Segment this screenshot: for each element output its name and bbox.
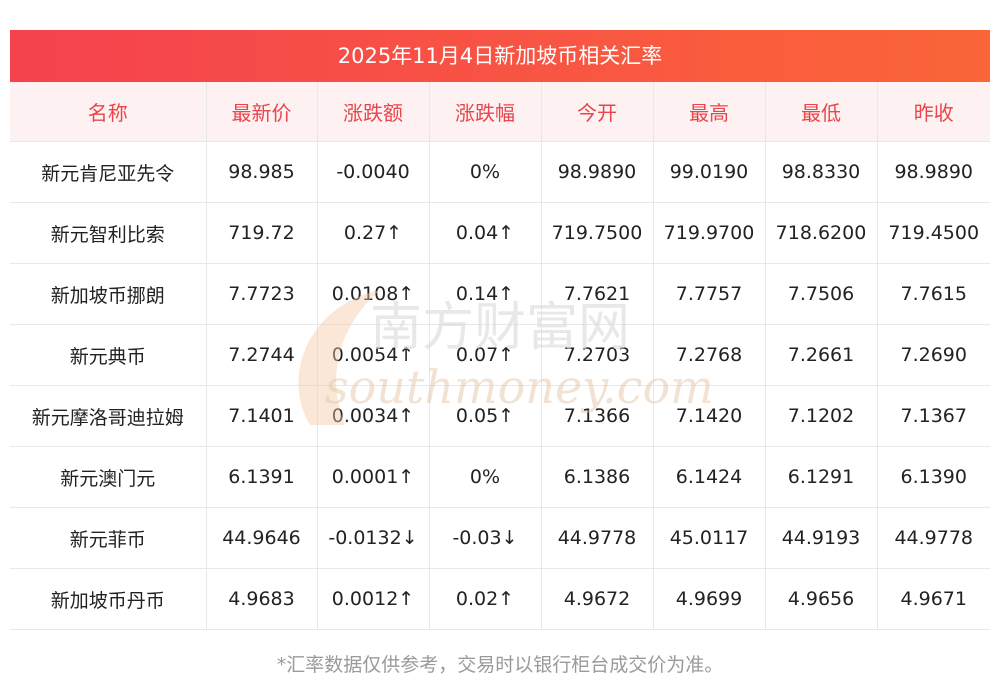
table-row: 新元澳门元 6.1391 0.0001↑ 0% 6.1386 6.1424 6.1291 6.… bbox=[10, 446, 990, 508]
high-price-cell: 4.9699 bbox=[653, 568, 766, 630]
latest-price-cell: 44.9646 bbox=[206, 507, 318, 569]
change-amount-cell: 0.0108↑ bbox=[317, 263, 430, 325]
low-price-cell: 98.8330 bbox=[765, 141, 878, 203]
change-pct-cell: 0.04↑ bbox=[429, 202, 542, 264]
latest-price-cell: 719.72 bbox=[206, 202, 318, 264]
currency-name-cell: 新元典币 bbox=[10, 324, 207, 386]
latest-price-cell: 4.9683 bbox=[206, 568, 318, 630]
low-price-cell: 6.1291 bbox=[765, 446, 878, 508]
prev-close-cell: 6.1390 bbox=[877, 446, 990, 508]
column-header-prev-close: 昨收 bbox=[877, 82, 990, 142]
open-price-cell: 6.1386 bbox=[541, 446, 654, 508]
column-header-low: 最低 bbox=[765, 82, 878, 142]
currency-name-cell: 新元菲币 bbox=[10, 507, 207, 569]
prev-close-cell: 7.7615 bbox=[877, 263, 990, 325]
table-row: 新元智利比索 719.72 0.27↑ 0.04↑ 719.7500 719.9700 71… bbox=[10, 202, 990, 264]
prev-close-cell: 44.9778 bbox=[877, 507, 990, 569]
change-pct-cell: 0% bbox=[429, 141, 542, 203]
column-header-name: 名称 bbox=[10, 82, 207, 142]
high-price-cell: 7.2768 bbox=[653, 324, 766, 386]
column-header-high: 最高 bbox=[653, 82, 766, 142]
open-price-cell: 4.9672 bbox=[541, 568, 654, 630]
change-amount-cell: 0.0054↑ bbox=[317, 324, 430, 386]
table-header-row: 名称 最新价 涨跌额 涨跌幅 今开 最高 最低 昨收 bbox=[10, 82, 990, 142]
change-pct-cell: 0.02↑ bbox=[429, 568, 542, 630]
column-header-latest: 最新价 bbox=[206, 82, 318, 142]
open-price-cell: 7.2703 bbox=[541, 324, 654, 386]
high-price-cell: 6.1424 bbox=[653, 446, 766, 508]
high-price-cell: 719.9700 bbox=[653, 202, 766, 264]
high-price-cell: 7.1420 bbox=[653, 385, 766, 447]
table-row: 新元典币 7.2744 0.0054↑ 0.07↑ 7.2703 7.2768 7.2661… bbox=[10, 324, 990, 386]
change-pct-cell: 0.07↑ bbox=[429, 324, 542, 386]
low-price-cell: 7.7506 bbox=[765, 263, 878, 325]
column-header-open: 今开 bbox=[541, 82, 654, 142]
table-row: 新元肯尼亚先令 98.985 -0.0040 0% 98.9890 99.0190 98.8… bbox=[10, 141, 990, 203]
low-price-cell: 44.9193 bbox=[765, 507, 878, 569]
latest-price-cell: 6.1391 bbox=[206, 446, 318, 508]
low-price-cell: 7.2661 bbox=[765, 324, 878, 386]
page-title: 2025年11月4日新加坡币相关汇率 bbox=[10, 30, 990, 82]
latest-price-cell: 98.985 bbox=[206, 141, 318, 203]
low-price-cell: 7.1202 bbox=[765, 385, 878, 447]
footnote: *汇率数据仅供参考，交易时以银行柜台成交价为准。 bbox=[276, 654, 724, 676]
currency-name-cell: 新加坡币丹币 bbox=[10, 568, 207, 630]
table-row: 新加坡币丹币 4.9683 0.0012↑ 0.02↑ 4.9672 4.9699 4.96… bbox=[10, 568, 990, 630]
prev-close-cell: 7.2690 bbox=[877, 324, 990, 386]
change-pct-cell: 0.05↑ bbox=[429, 385, 542, 447]
low-price-cell: 718.6200 bbox=[765, 202, 878, 264]
latest-price-cell: 7.7723 bbox=[206, 263, 318, 325]
table-row: 新元摩洛哥迪拉姆 7.1401 0.0034↑ 0.05↑ 7.1366 7.1420 7.… bbox=[10, 385, 990, 447]
change-pct-cell: 0.14↑ bbox=[429, 263, 542, 325]
change-pct-cell: 0% bbox=[429, 446, 542, 508]
currency-name-cell: 新元肯尼亚先令 bbox=[10, 141, 207, 203]
column-header-change-pct: 涨跌幅 bbox=[429, 82, 542, 142]
prev-close-cell: 4.9671 bbox=[877, 568, 990, 630]
latest-price-cell: 7.1401 bbox=[206, 385, 318, 447]
open-price-cell: 719.7500 bbox=[541, 202, 654, 264]
column-header-change: 涨跌额 bbox=[317, 82, 430, 142]
currency-name-cell: 新元澳门元 bbox=[10, 446, 207, 508]
currency-name-cell: 新元智利比索 bbox=[10, 202, 207, 264]
latest-price-cell: 7.2744 bbox=[206, 324, 318, 386]
low-price-cell: 4.9656 bbox=[765, 568, 878, 630]
open-price-cell: 7.1366 bbox=[541, 385, 654, 447]
change-amount-cell: 0.0012↑ bbox=[317, 568, 430, 630]
table-row: 新元菲币 44.9646 -0.0132↓ -0.03↓ 44.9778 45.0117 4… bbox=[10, 507, 990, 569]
change-amount-cell: -0.0132↓ bbox=[317, 507, 430, 569]
change-amount-cell: 0.0001↑ bbox=[317, 446, 430, 508]
change-amount-cell: 0.0034↑ bbox=[317, 385, 430, 447]
open-price-cell: 7.7621 bbox=[541, 263, 654, 325]
change-amount-cell: -0.0040 bbox=[317, 141, 430, 203]
high-price-cell: 7.7757 bbox=[653, 263, 766, 325]
open-price-cell: 44.9778 bbox=[541, 507, 654, 569]
currency-name-cell: 新加坡币挪朗 bbox=[10, 263, 207, 325]
prev-close-cell: 719.4500 bbox=[877, 202, 990, 264]
currency-name-cell: 新元摩洛哥迪拉姆 bbox=[10, 385, 207, 447]
table-row: 新加坡币挪朗 7.7723 0.0108↑ 0.14↑ 7.7621 7.7757 7.75… bbox=[10, 263, 990, 325]
prev-close-cell: 98.9890 bbox=[877, 141, 990, 203]
exchange-rate-table: 名称 最新价 涨跌额 涨跌幅 今开 最高 最低 昨收 新元肯尼亚先令 98.985… bbox=[10, 82, 990, 630]
high-price-cell: 99.0190 bbox=[653, 141, 766, 203]
change-amount-cell: 0.27↑ bbox=[317, 202, 430, 264]
change-pct-cell: -0.03↓ bbox=[429, 507, 542, 569]
open-price-cell: 98.9890 bbox=[541, 141, 654, 203]
prev-close-cell: 7.1367 bbox=[877, 385, 990, 447]
high-price-cell: 45.0117 bbox=[653, 507, 766, 569]
